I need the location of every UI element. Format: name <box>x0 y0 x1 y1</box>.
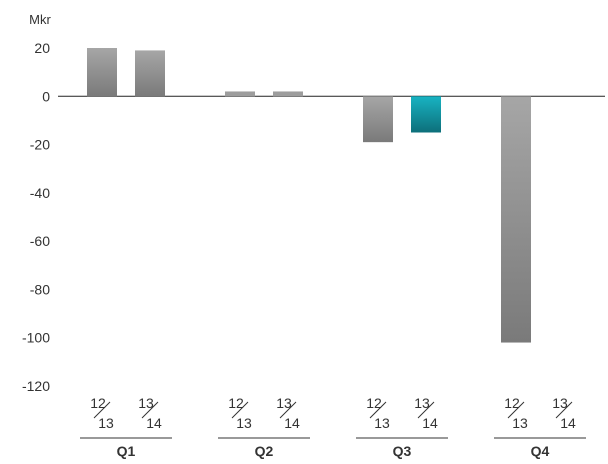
period-label-slash <box>369 401 387 419</box>
bar-q3-1 <box>363 96 393 143</box>
period-label-bottom: 14 <box>560 415 576 431</box>
bar-q3-2 <box>411 96 441 133</box>
y-tick-label: -80 <box>30 281 50 297</box>
period-label-slash <box>417 401 435 419</box>
category-label-q3: Q3 <box>393 443 412 459</box>
period-label-top: 13 <box>552 395 568 411</box>
y-tick-label: -20 <box>30 137 50 153</box>
period-label-slash <box>141 401 159 419</box>
period-label-top: 13 <box>276 395 292 411</box>
period-label-bottom: 13 <box>512 415 528 431</box>
period-label-bottom: 13 <box>236 415 252 431</box>
y-tick-label: -100 <box>22 330 50 346</box>
period-label-slash <box>507 401 525 419</box>
bar-q1-1 <box>87 48 117 97</box>
bar-q2-2 <box>273 91 303 97</box>
x-axis-labels: 12 13 13 14 Q1 12 13 13 14 Q2 12 13 13 14 Q3 12 13 13 14 Q4 <box>80 395 586 459</box>
category-label-q2: Q2 <box>255 443 274 459</box>
period-label-slash <box>279 401 297 419</box>
y-tick-label: -120 <box>22 378 50 394</box>
period-label-bottom: 13 <box>98 415 114 431</box>
y-tick-label: 20 <box>34 40 50 56</box>
period-label-top: 13 <box>138 395 154 411</box>
period-label-bottom: 14 <box>284 415 300 431</box>
period-label-bottom: 13 <box>374 415 390 431</box>
bars-group <box>87 48 531 343</box>
period-label-slash <box>231 401 249 419</box>
category-label-q1: Q1 <box>117 443 136 459</box>
bar-q1-2 <box>135 50 165 97</box>
period-label-top: 12 <box>504 395 520 411</box>
y-tick-label: -60 <box>30 233 50 249</box>
bar-q2-1 <box>225 91 255 97</box>
period-label-slash <box>93 401 111 419</box>
period-label-slash <box>555 401 573 419</box>
bar-q4-1 <box>501 96 531 343</box>
period-label-top: 12 <box>366 395 382 411</box>
y-axis-unit-label: Mkr <box>29 12 51 27</box>
y-tick-label: 0 <box>42 88 50 104</box>
period-label-top: 12 <box>90 395 106 411</box>
category-label-q4: Q4 <box>531 443 550 459</box>
y-axis-ticks: 20 0 -20 -40 -60 -80 -100 -120 <box>22 40 50 394</box>
y-tick-label: -40 <box>30 185 50 201</box>
period-label-bottom: 14 <box>146 415 162 431</box>
period-label-top: 12 <box>228 395 244 411</box>
period-label-bottom: 14 <box>422 415 438 431</box>
period-label-top: 13 <box>414 395 430 411</box>
